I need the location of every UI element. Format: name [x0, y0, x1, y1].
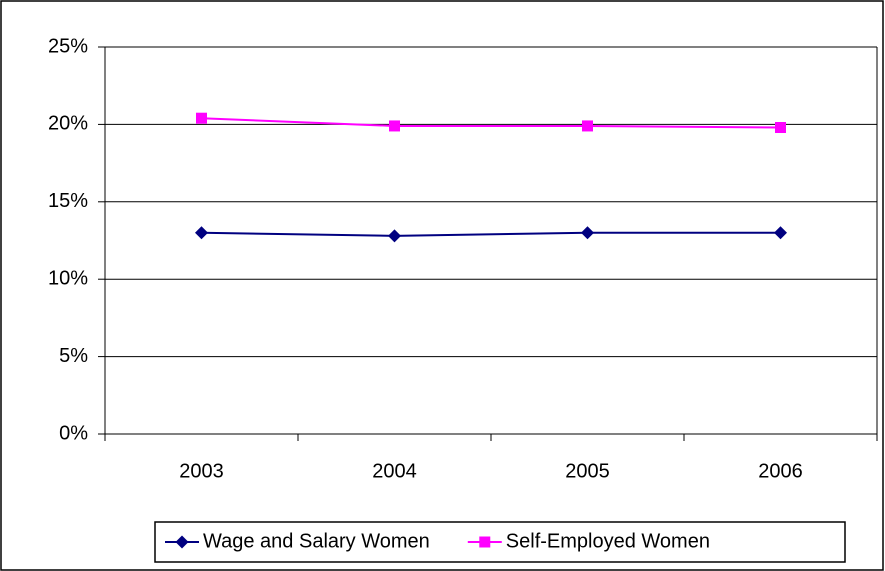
legend-marker	[175, 535, 189, 549]
data-point	[388, 229, 401, 243]
data-point	[582, 120, 593, 132]
y-tick-label: 5%	[59, 345, 88, 367]
y-tick-label: 10%	[48, 267, 88, 289]
data-point	[196, 112, 207, 124]
x-tick-label: 2005	[565, 460, 610, 482]
x-tick-label: 2006	[758, 460, 803, 482]
legend-label: Self-Employed Women	[506, 530, 710, 552]
y-tick-label: 15%	[48, 190, 88, 212]
series-line	[201, 117, 781, 129]
series-line	[201, 231, 781, 237]
legend-label: Wage and Salary Women	[203, 530, 430, 552]
legend-marker	[479, 536, 491, 548]
data-point	[775, 121, 786, 133]
y-tick-label: 20%	[48, 113, 88, 135]
data-point	[774, 226, 787, 240]
y-tick-label: 25%	[48, 35, 88, 57]
data-point	[581, 226, 594, 240]
data-point	[389, 120, 400, 132]
y-tick-label: 0%	[59, 422, 88, 444]
x-tick-label: 2003	[179, 460, 224, 482]
data-point	[195, 226, 208, 240]
x-tick-label: 2004	[372, 460, 417, 482]
